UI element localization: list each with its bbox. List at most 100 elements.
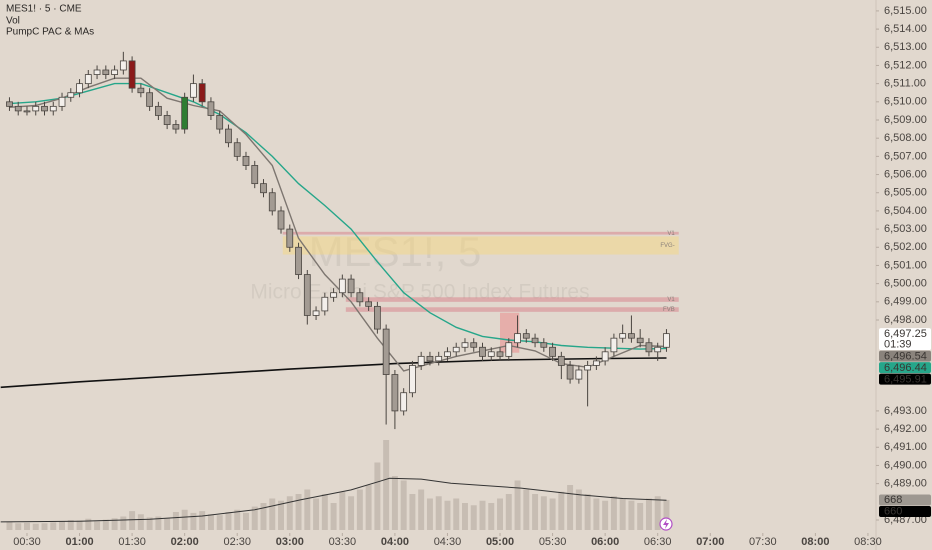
volume-bar bbox=[663, 499, 670, 530]
candle bbox=[251, 160, 259, 189]
volume-bar bbox=[339, 491, 346, 530]
volume-bar bbox=[243, 512, 249, 530]
y-tick-label: 6,507.00 bbox=[884, 150, 927, 162]
candle-body bbox=[102, 69, 110, 75]
price-tag-label: 6,496.54 bbox=[884, 350, 927, 362]
volume-bar bbox=[225, 512, 232, 530]
x-tick-label: 08:30 bbox=[854, 536, 882, 548]
volume-bar bbox=[120, 516, 127, 530]
volume-bar bbox=[628, 500, 635, 530]
volume-bar bbox=[365, 485, 372, 530]
x-tick-label: 08:00 bbox=[801, 536, 829, 548]
candle bbox=[137, 83, 145, 98]
candle bbox=[321, 292, 329, 316]
x-tick-label: 02:30 bbox=[223, 536, 251, 548]
volume-bar bbox=[654, 496, 661, 530]
candle bbox=[566, 360, 574, 384]
candle-body bbox=[233, 142, 241, 157]
price-tag bbox=[879, 350, 931, 362]
candle-body bbox=[312, 310, 320, 316]
candle bbox=[260, 179, 267, 198]
candle bbox=[479, 342, 486, 361]
candle-body bbox=[163, 115, 171, 125]
candle-body bbox=[409, 365, 416, 394]
volume-bar bbox=[286, 496, 293, 530]
volume-bar bbox=[514, 480, 521, 530]
candle bbox=[338, 274, 346, 298]
volume-bar bbox=[409, 494, 416, 530]
candle bbox=[636, 329, 644, 348]
candle bbox=[102, 65, 110, 80]
price-tag bbox=[879, 328, 931, 351]
volume-bar bbox=[488, 503, 495, 530]
candle bbox=[417, 351, 425, 370]
volume-bar bbox=[50, 522, 57, 530]
indicator-line bbox=[9, 77, 667, 372]
candle-body bbox=[32, 105, 40, 112]
volume-bar bbox=[190, 512, 197, 530]
candle bbox=[93, 65, 101, 80]
price-tag bbox=[879, 362, 931, 374]
x-tick-label: 05:00 bbox=[486, 536, 514, 548]
x-tick-label: 01:30 bbox=[118, 536, 146, 548]
zone-label: FVB bbox=[663, 307, 675, 313]
candle-body bbox=[654, 346, 662, 353]
candle bbox=[663, 329, 670, 352]
candle-body bbox=[330, 292, 337, 298]
candle-body bbox=[584, 365, 591, 371]
candle bbox=[32, 101, 40, 116]
candle-body bbox=[198, 83, 206, 103]
candle bbox=[49, 101, 57, 116]
candle bbox=[365, 297, 372, 311]
volume-bar bbox=[400, 480, 407, 530]
x-tick-label: 07:30 bbox=[749, 536, 777, 548]
candle bbox=[14, 101, 22, 116]
y-tick-label: 6,509.00 bbox=[884, 114, 927, 126]
candle-body bbox=[636, 337, 644, 344]
zone bbox=[282, 236, 679, 255]
candle-body bbox=[190, 83, 197, 98]
candle-body bbox=[260, 183, 267, 194]
x-tick-label: 06:00 bbox=[591, 536, 619, 548]
zone-label: V1 bbox=[667, 231, 675, 237]
candle bbox=[540, 338, 548, 352]
volume-bar bbox=[85, 518, 92, 530]
volume-bar bbox=[146, 517, 153, 530]
candle-body bbox=[374, 305, 381, 330]
candle bbox=[514, 315, 521, 348]
y-tick-label: 6,498.00 bbox=[884, 314, 927, 326]
volume-bar bbox=[575, 489, 582, 530]
volume-bar bbox=[278, 500, 284, 530]
indicator-line bbox=[0, 477, 667, 523]
x-tick-label: 03:00 bbox=[276, 536, 304, 548]
candle bbox=[601, 347, 609, 366]
y-tick-label: 6,493.00 bbox=[884, 405, 927, 417]
candle-body bbox=[155, 105, 162, 116]
candle bbox=[645, 338, 653, 357]
volume-bar bbox=[637, 503, 644, 530]
candle-body bbox=[268, 192, 276, 212]
volume-bar bbox=[348, 496, 355, 530]
x-tick-label: 04:00 bbox=[381, 536, 409, 548]
candle-body bbox=[146, 92, 153, 107]
y-tick-label: 6,490.00 bbox=[884, 459, 927, 471]
candle-body bbox=[557, 355, 565, 366]
volume-bar bbox=[532, 494, 539, 530]
candle bbox=[531, 333, 539, 348]
volume-bar bbox=[15, 523, 22, 530]
candle bbox=[409, 360, 416, 398]
indicator-lines bbox=[0, 77, 667, 523]
candle bbox=[374, 301, 381, 334]
candle-body bbox=[426, 355, 434, 362]
candle bbox=[487, 347, 495, 361]
candle-body bbox=[356, 292, 364, 303]
zone-label: FVG- bbox=[660, 243, 674, 249]
candle-body bbox=[435, 355, 443, 362]
candle bbox=[155, 101, 162, 120]
volume-bar bbox=[164, 518, 171, 530]
volume-bar bbox=[102, 519, 109, 530]
x-tick-label: 00:30 bbox=[13, 536, 41, 548]
y-tick-label: 6,510.00 bbox=[884, 96, 927, 108]
candle-body bbox=[76, 83, 83, 94]
